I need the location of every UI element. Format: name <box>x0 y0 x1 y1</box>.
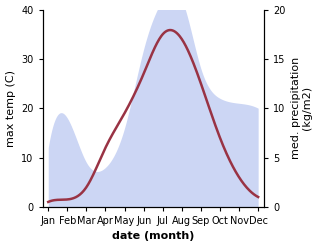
X-axis label: date (month): date (month) <box>112 231 194 242</box>
Y-axis label: max temp (C): max temp (C) <box>5 70 16 147</box>
Y-axis label: med. precipitation
(kg/m2): med. precipitation (kg/m2) <box>291 57 313 159</box>
